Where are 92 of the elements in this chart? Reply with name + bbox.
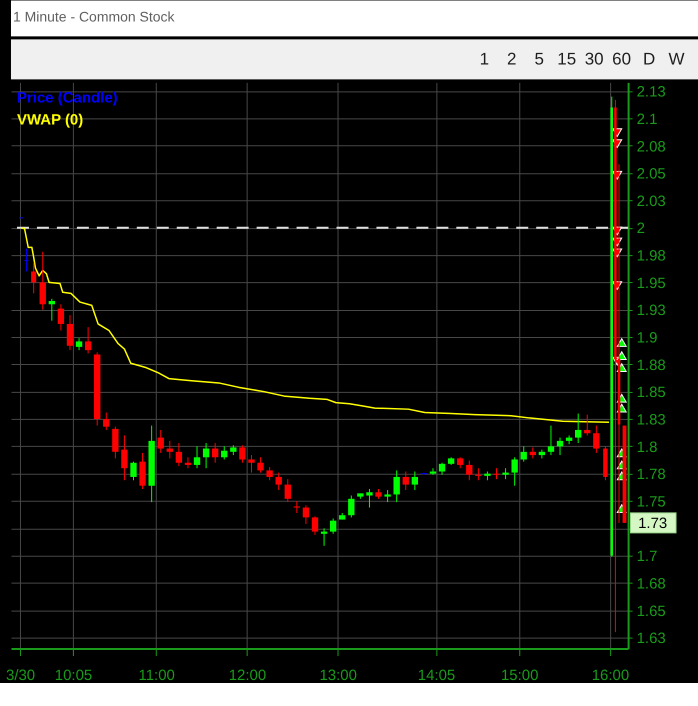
y-tick-label: 1.68: [636, 575, 666, 592]
candlestick: [502, 468, 509, 480]
point: [616, 338, 627, 347]
x-tick-label: 14:05: [418, 667, 456, 684]
y-tick-label: 1.65: [636, 602, 666, 620]
candlestick: [176, 442, 182, 467]
candlestick: [166, 440, 173, 459]
candlestick: [103, 412, 110, 430]
text: W: [668, 49, 685, 68]
candlestick: [284, 478, 291, 503]
y-tick-label: 1.7: [636, 548, 658, 566]
candlestick: [84, 326, 92, 354]
candlestick: [402, 470, 409, 491]
candlestick: [184, 456, 192, 469]
text: 15: [557, 49, 576, 68]
candlestick: [212, 442, 218, 464]
candlestick: [438, 462, 446, 476]
candlestick: [239, 444, 246, 464]
y-tick-label: 1.8: [636, 438, 658, 456]
candlestick: [475, 468, 482, 481]
candlestick: [48, 298, 55, 322]
candlestick: [194, 446, 200, 469]
annotation: 1.73: [638, 514, 668, 532]
chart-title: 1 Minute - Common Stock: [12, 8, 174, 24]
candlestick: [121, 434, 128, 481]
candlestick: [40, 251, 46, 310]
candlestick: [548, 425, 554, 456]
candlestick: [584, 414, 590, 436]
candlestick: [221, 446, 228, 460]
x-tick-label: 16:00: [592, 667, 630, 684]
candlestick: [575, 413, 582, 444]
candlestick: [457, 456, 464, 469]
point: [616, 351, 627, 360]
text: 30: [584, 49, 604, 68]
candlestick: [593, 425, 600, 454]
candlestick: [493, 468, 500, 480]
candlestick: [412, 470, 418, 491]
candlestick: [257, 456, 264, 474]
candlestick: [348, 495, 354, 518]
text: VWAP (0): [16, 111, 84, 128]
text: Price (Candle): [16, 89, 118, 106]
candlestick: [302, 504, 310, 524]
y-tick-label: 2.1: [636, 110, 658, 128]
y-tick-label: 1.83: [636, 412, 666, 429]
candlestick: [266, 466, 273, 481]
y-tick-label: 2.05: [636, 166, 666, 183]
y-tick-label: 1.93: [636, 302, 666, 320]
candlestick: [466, 460, 472, 481]
candlestick: [330, 518, 336, 534]
candlestick: [112, 426, 119, 459]
y-tick-label: 1.78: [636, 466, 666, 484]
candlestick: [520, 446, 527, 462]
y-tick-label: 2: [636, 220, 645, 238]
candlestick: [394, 470, 400, 503]
y-tick-label: 1.75: [636, 493, 666, 510]
y-tick-label: 1.85: [636, 384, 666, 402]
x-tick-label: 10:05: [54, 667, 92, 684]
y-tick-label: 2.08: [636, 138, 666, 156]
y-tick-label: 1.95: [636, 274, 666, 292]
y-tick-label: 2.13: [636, 84, 666, 101]
candlestick: [76, 338, 82, 351]
y-tick-label: 1.98: [636, 248, 666, 265]
candlestick: [530, 446, 536, 459]
y-tick-label: 1.88: [636, 356, 666, 374]
candlestick: [130, 461, 137, 481]
x-tick-label: 13:00: [319, 667, 357, 684]
candlestick: [230, 444, 237, 456]
candlestick: [202, 442, 210, 469]
candlestick: [294, 500, 300, 514]
text: 60: [612, 49, 632, 68]
candlestick: [58, 304, 64, 331]
candlestick: [158, 429, 164, 454]
text: 5: [534, 49, 544, 68]
candlestick: [511, 456, 518, 486]
text: D: [642, 49, 656, 68]
x-tick-label: 3/30: [6, 667, 36, 684]
line-series: [20, 226, 610, 424]
y-tick-label: 1.63: [636, 630, 666, 648]
x-tick-label: 11:00: [138, 667, 175, 684]
y-tick-label: 1.9: [636, 330, 658, 347]
candlestick: [31, 262, 36, 294]
candlestick: [312, 516, 318, 536]
candlestick: [384, 490, 391, 503]
x-tick-label: 12:00: [228, 667, 266, 684]
y-tick-label: 2.03: [636, 192, 666, 210]
candlestick: [276, 472, 282, 491]
candlestick: [320, 528, 328, 546]
candlestick: [556, 437, 564, 456]
x-tick-label: 15:00: [500, 667, 538, 684]
text: 2: [507, 49, 516, 68]
candlestick: [66, 314, 74, 351]
text: 1: [480, 49, 490, 68]
